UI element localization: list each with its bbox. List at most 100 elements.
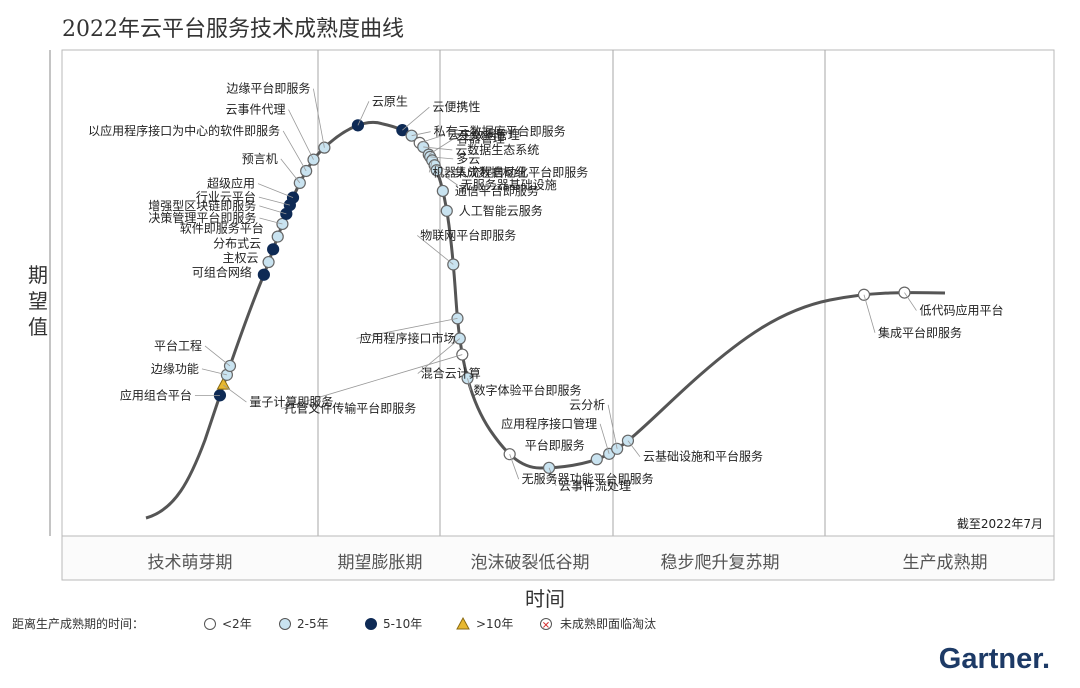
data-label-2: 量子计算即服务 [249,394,333,409]
leader-line-21 [423,146,453,151]
data-label-12: 超级应用 [207,176,255,191]
data-labels: 应用组合平台 量子计算即服务 边缘功能 平台工程 可组合网络主权云分布式云软件即服务平台… [88,81,1003,493]
data-label-17: 云原生 [372,94,408,108]
leader-line-18 [402,106,430,131]
leader-line-12 [257,183,294,198]
leader-line-26 [436,169,458,186]
data-label-29: 物联网平台即服务 [420,227,516,242]
leader-line-33 [467,378,471,391]
legend-title: 距离生产成熟期的时间： [12,616,144,631]
data-label-27: 通信平台即服务 [455,183,539,198]
data-label-31: 混合云计算 [421,366,481,381]
data-label-41: 低代码应用平台 [919,303,1003,318]
data-label-16: 边缘平台即服务 [226,81,310,96]
leader-line-37 [599,423,610,454]
gartner-logo: Gartner. [939,643,1050,675]
legend-marker-5to10 [365,618,377,630]
data-label-19: 私有云数据库平台即服务 [434,124,566,139]
leader-line-24 [428,160,433,173]
data-label-25: 集成数据枢纽 [455,164,527,179]
leader-line-15 [288,109,314,160]
data-label-6: 主权云 [223,251,259,265]
data-label-8: 软件即服务平台 [180,221,264,236]
data-label-10: 增强型区块链即服务 [148,198,256,213]
data-label-13: 预言机 [242,152,278,166]
data-label-32: 托管文件传输平台即服务 [284,401,416,416]
leader-line-22 [428,138,454,155]
data-label-15: 云事件代理 [225,103,285,117]
data-label-22: 容器管理 [457,131,505,146]
leader-line-25 [434,164,452,173]
data-label-37: 应用程序接口管理 [501,416,597,431]
legend-label-obsolete: 未成熟即面临淘汰 [560,616,656,631]
data-label-34: 无服务器功能平台即服务 [522,471,654,486]
leader-line-20 [419,134,445,144]
leader-line-9 [259,217,283,225]
data-label-40: 集成平台即服务 [878,325,962,340]
leader-line-39 [627,440,641,457]
data-label-3: 边缘功能 [151,362,199,376]
leader-line-2 [223,384,247,403]
data-point-27 [436,184,449,198]
data-label-39: 云基础设施和平台服务 [643,449,763,464]
legend-label-2to5: 2-5年 [297,617,329,631]
data-label-35: 云事件流处理 [559,479,631,493]
data-label-30: 应用程序接口市场 [359,330,455,345]
phase-band [61,535,1055,581]
phase-technology-trigger: 技术萌芽期 [148,553,233,573]
data-label-14: 以应用程序接口为中心的软件即服务 [88,123,280,138]
leader-line-10 [259,205,287,215]
leader-line-34 [509,454,520,480]
legend-label-lt2: <2年 [222,617,252,631]
data-label-5: 可组合网络 [192,265,252,280]
leader-line-14 [282,130,307,172]
phase-peak: 期望膨胀期 [338,553,423,573]
data-label-36: 平台即服务 [525,437,585,452]
data-label-38: 云分析 [569,398,605,412]
leader-line-4 [204,345,231,367]
leader-line-3 [201,368,227,376]
leader-line-38 [607,404,618,449]
data-point-28 [440,204,453,217]
leader-line-41 [904,292,917,311]
data-point-36 [590,453,603,466]
x-axis-label: 时间 [525,587,565,611]
data-label-23: 多云 [456,152,480,166]
data-label-9: 决策管理平台即服务 [148,210,256,225]
data-point-7 [267,243,280,256]
data-label-21: 云数据生态系统 [455,142,539,157]
data-label-1: 应用组合平台 [120,387,192,402]
data-label-4: 平台工程 [154,338,202,353]
as-of-date: 截至2022年7月 [957,517,1043,531]
chart-title: 2022年云平台服务技术成熟度曲线 [62,17,404,42]
data-label-7: 分布式云 [213,236,261,250]
data-label-28: 人工智能云服务 [459,203,543,218]
data-label-11: 行业云平台 [196,189,256,204]
data-label-24: 机器人流程自动化平台即服务 [432,164,588,179]
phase-trough: 泡沫破裂低谷期 [471,553,590,573]
legend: 距离生产成熟期的时间： <2年 2-5年 5-10年 >10年 ✕ 未成熟即面临… [12,616,656,632]
leader-line-40 [863,294,876,333]
data-point-2 [216,377,231,390]
leader-line-11 [258,196,290,206]
data-label-20: 云主数据管理 [448,127,520,142]
leader-line-35 [548,467,557,486]
leader-line-16 [313,88,325,148]
leader-line-19 [411,131,431,137]
hype-curve [145,121,946,520]
legend-marker-lt2 [204,618,216,630]
leader-line-32 [281,354,463,409]
phase-plateau: 生产成熟期 [903,552,988,573]
data-label-18: 云便携性 [432,99,480,114]
y-axis-label: 期望值 [28,263,48,339]
phase-slope: 稳步爬升复苏期 [661,553,780,573]
leader-line-13 [280,158,301,184]
leader-line-29 [417,235,454,265]
obsolete-x-icon: ✕ [542,621,550,632]
data-point-8 [271,230,284,243]
legend-label-5to10: 5-10年 [383,617,422,631]
data-label-26: 无服务器基础设施 [461,177,557,192]
leader-line-31 [417,338,461,374]
leader-line-17 [357,101,370,126]
